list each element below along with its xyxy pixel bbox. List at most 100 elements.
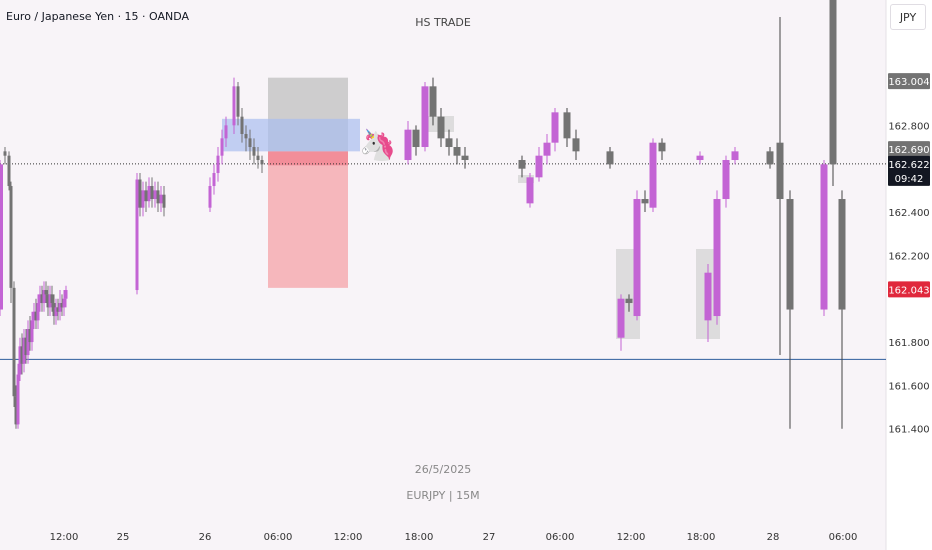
- price-label-box: [888, 73, 930, 90]
- candle: [606, 147, 614, 169]
- stop-zone: [268, 151, 348, 288]
- candle: [641, 190, 649, 213]
- x-tick-label: 06:00: [829, 532, 858, 543]
- candle-body: [52, 303, 56, 317]
- symbol-title[interactable]: Euro / Japanese Yen · 15 · OANDA: [6, 10, 190, 23]
- candle: [0, 160, 3, 317]
- candle-body: [776, 142, 784, 200]
- candle-body: [135, 179, 139, 291]
- candle-body: [248, 138, 252, 148]
- y-tick-label: 162.400: [888, 208, 929, 219]
- candle: [776, 16, 784, 356]
- candle-body: [518, 160, 526, 169]
- candle-body: [32, 311, 36, 321]
- candle-body: [50, 294, 54, 304]
- candle-body: [838, 199, 846, 310]
- candle-body: [429, 86, 437, 117]
- candle-body: [240, 116, 244, 135]
- candle: [421, 82, 429, 152]
- candle: [216, 147, 220, 182]
- candle-body: [0, 164, 3, 310]
- candle: [159, 186, 163, 213]
- candle-body: [62, 298, 66, 308]
- candle: [64, 285, 68, 308]
- candle: [26, 320, 30, 364]
- candle-body: [162, 194, 166, 208]
- candle-body: [696, 155, 704, 161]
- candle: [617, 294, 625, 351]
- candle-body: [18, 346, 22, 375]
- candle-body: [551, 112, 559, 143]
- currency-button[interactable]: JPY: [890, 4, 926, 30]
- candle-body: [421, 86, 429, 148]
- candle-body: [208, 186, 212, 208]
- candle: [412, 125, 420, 156]
- candle-body: [7, 155, 11, 187]
- candle: [625, 294, 633, 312]
- candle-body: [829, 0, 837, 165]
- candle-body: [220, 138, 224, 156]
- candle: [518, 155, 526, 178]
- candle-body: [144, 190, 148, 202]
- candle: [563, 108, 571, 148]
- candle: [633, 190, 641, 321]
- candle: [58, 290, 62, 321]
- candle: [162, 186, 166, 217]
- x-tick-label: 25: [117, 532, 130, 543]
- candle: [135, 173, 139, 295]
- candle-body: [445, 138, 453, 148]
- candle-body: [731, 151, 739, 161]
- candle: [208, 177, 212, 213]
- candle: [713, 190, 721, 325]
- candle: [543, 134, 551, 165]
- candle: [252, 138, 256, 165]
- candle: [766, 147, 774, 169]
- candle-body: [60, 303, 64, 308]
- y-tick-label: 161.600: [888, 381, 929, 392]
- candle: [54, 298, 58, 325]
- candle: [429, 77, 437, 126]
- candle-body: [40, 294, 44, 304]
- candle: [461, 147, 469, 169]
- candle-body: [404, 129, 412, 161]
- candle-body: [141, 190, 145, 208]
- candle: [20, 333, 24, 375]
- y-tick-label: 161.800: [888, 338, 929, 349]
- candle: [12, 281, 16, 408]
- candle-body: [147, 186, 151, 202]
- candle-body: [232, 86, 236, 126]
- candle: [212, 164, 216, 195]
- candle: [445, 129, 453, 156]
- candle-body: [28, 329, 32, 343]
- candle-body: [12, 287, 16, 397]
- candle-body: [212, 173, 216, 187]
- candle-body: [453, 147, 461, 156]
- candle-body: [48, 294, 52, 308]
- candle: [24, 329, 28, 364]
- candle-body: [658, 142, 666, 152]
- candle-body: [20, 346, 24, 364]
- unicorn-icon: 🦄: [359, 129, 397, 162]
- price-axis-background: [886, 0, 932, 550]
- candle: [60, 294, 64, 317]
- candle: [649, 138, 657, 213]
- candle-body: [26, 329, 30, 356]
- candle-body: [535, 155, 543, 178]
- candle: [731, 147, 739, 165]
- candle-body: [46, 294, 50, 308]
- candle-body: [244, 134, 248, 139]
- x-tick-label: 06:00: [264, 532, 293, 543]
- candle-body: [649, 142, 657, 208]
- candle: [829, 0, 837, 187]
- candle: [820, 160, 828, 317]
- candle: [38, 285, 42, 312]
- candle: [244, 125, 248, 152]
- candle: [56, 298, 60, 321]
- candle: [572, 129, 580, 161]
- candle-body: [461, 155, 469, 161]
- x-tick-label: 18:00: [687, 532, 716, 543]
- candle: [526, 173, 534, 208]
- candle-body: [58, 303, 62, 312]
- candle: [14, 385, 18, 429]
